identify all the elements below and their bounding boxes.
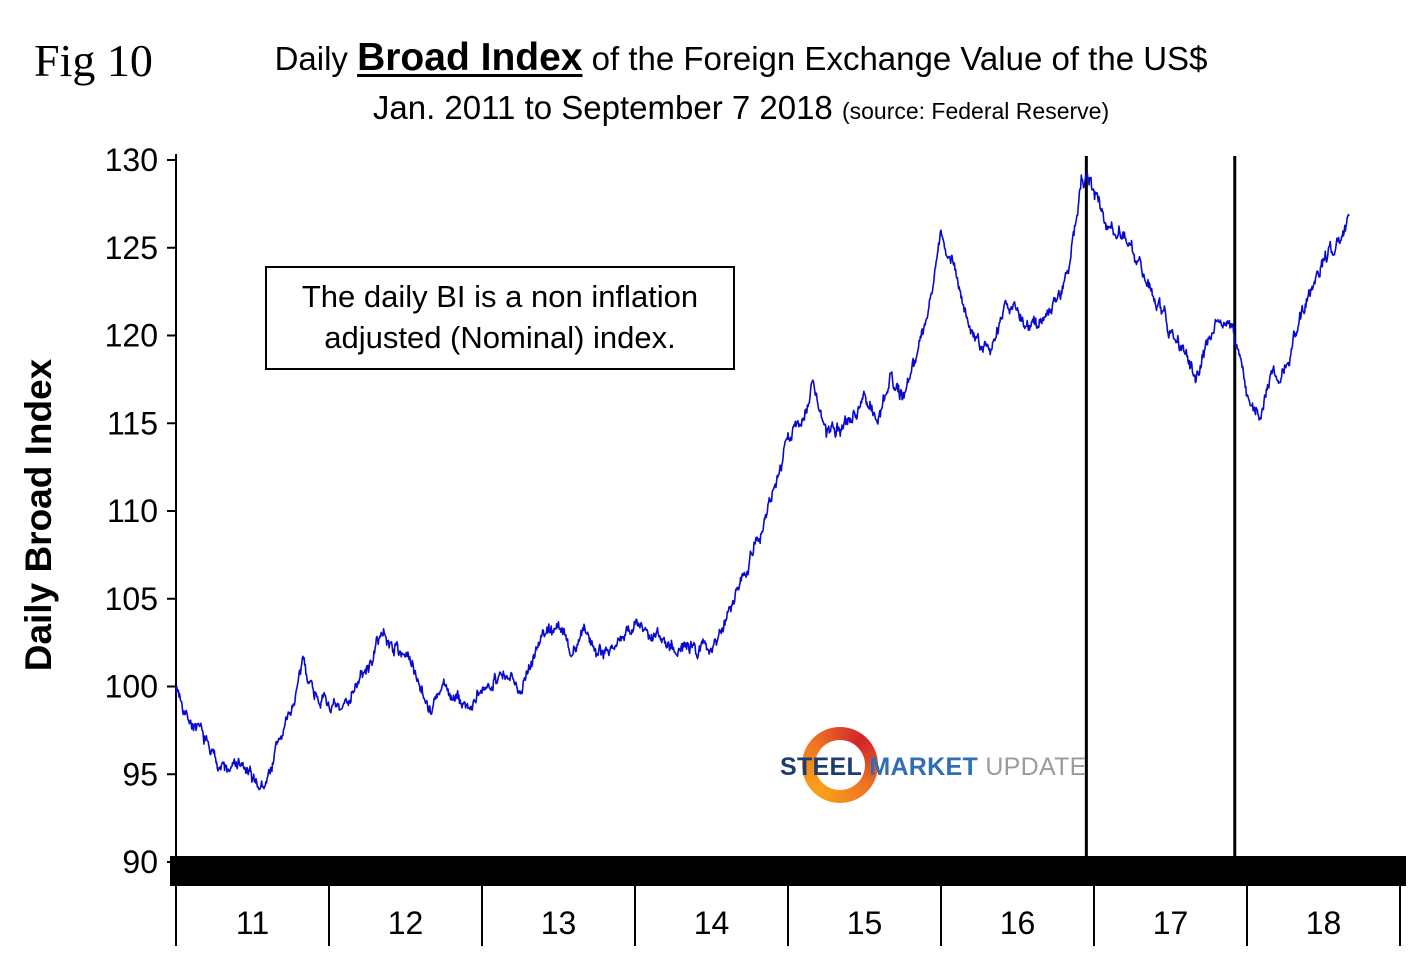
y-tick-label: 130 [105, 142, 158, 178]
annotation-box: The daily BI is a non inflation adjusted… [265, 266, 735, 370]
y-tick-label: 90 [122, 844, 158, 880]
y-tick-label: 105 [105, 581, 158, 617]
x-tick-label: 12 [388, 905, 424, 941]
logo-word-market: MARKET [869, 753, 979, 781]
x-axis-baseline-bar [170, 856, 1406, 886]
logo-ring-icon [802, 727, 878, 803]
y-tick-label: 110 [107, 493, 158, 529]
title-line-1: Daily Broad Index of the Foreign Exchang… [150, 36, 1332, 81]
x-tick-label: 17 [1153, 905, 1189, 941]
logo-text: STEEL MARKET UPDATE [780, 753, 1087, 782]
annotation-line-1: The daily BI is a non inflation [301, 279, 699, 314]
index-line [175, 172, 1350, 791]
annotation-line-2: adjusted (Nominal) index. [324, 319, 676, 355]
x-tick-label: 13 [541, 905, 577, 941]
x-tick-label: 18 [1306, 905, 1342, 941]
chart-title: Daily Broad Index of the Foreign Exchang… [150, 36, 1332, 127]
smu-logo: STEEL MARKET UPDATE [780, 727, 1086, 805]
y-tick-label: 100 [105, 669, 158, 705]
x-tick-label: 14 [694, 905, 730, 941]
title-suffix: of the Foreign Exchange Value of the US$ [582, 40, 1208, 77]
title-emphasis: Broad Index [357, 36, 583, 79]
y-tick-label: 125 [105, 230, 158, 266]
title-line-2: Jan. 2011 to September 7 2018 (source: F… [150, 89, 1332, 127]
figure-number: Fig 10 [34, 35, 153, 86]
x-tick-label: 11 [236, 905, 269, 941]
x-tick-label: 16 [1000, 905, 1036, 941]
logo-word-steel: STEEL [780, 753, 863, 781]
x-tick-label: 15 [847, 905, 883, 941]
logo-word-update: UPDATE [985, 753, 1087, 781]
y-tick-label: 95 [122, 756, 158, 792]
title-source: (source: Federal Reserve) [841, 97, 1110, 124]
title-date-range: Jan. 2011 to September 7 2018 [372, 88, 842, 126]
title-prefix: Daily [274, 40, 358, 77]
y-tick-label: 120 [105, 318, 158, 354]
y-tick-label: 115 [107, 405, 158, 441]
